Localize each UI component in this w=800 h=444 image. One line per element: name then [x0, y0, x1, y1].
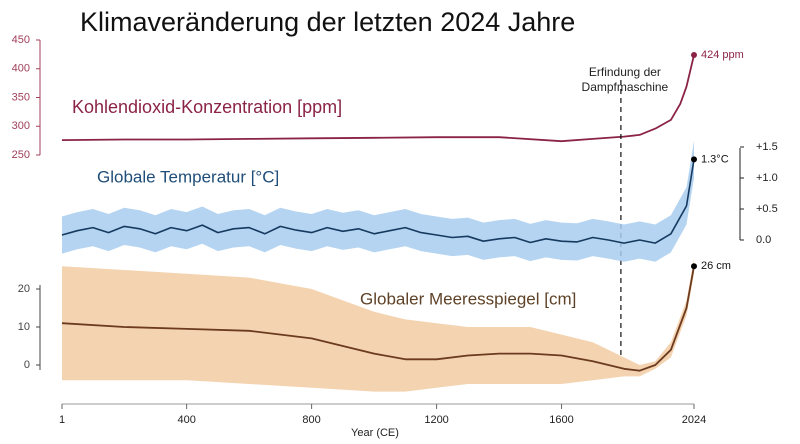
y-tick-label: 20 — [18, 283, 30, 295]
end-point — [691, 156, 697, 163]
end-point — [691, 263, 697, 270]
y-tick-label: 250 — [12, 149, 30, 161]
y-tick-label: 0.0 — [756, 234, 771, 246]
series-label: Globale Temperatur [°C] — [97, 167, 279, 186]
x-tick-label: 800 — [302, 414, 320, 426]
end-point — [691, 51, 697, 58]
x-tick-label: 2024 — [682, 414, 706, 426]
chart-title: Klimaveränderung der letzten 2024 Jahre — [80, 7, 575, 37]
y-tick-label: +0.5 — [756, 203, 778, 215]
data-line — [61, 54, 695, 143]
y-tick-label: +1.5 — [756, 141, 778, 153]
x-tick-label: 1200 — [424, 414, 448, 426]
series-label: Kohlendioxid-Konzentration [ppm] — [72, 97, 342, 117]
y-tick-label: 450 — [12, 34, 30, 46]
y-tick-label: 0 — [24, 359, 30, 371]
annotation-text: Dampfmaschine — [582, 80, 669, 94]
end-label: 1.3°C — [701, 153, 729, 165]
y-tick-label: 10 — [18, 321, 30, 333]
data-line — [61, 159, 695, 244]
x-tick-label: 1600 — [549, 414, 573, 426]
uncertainty-band — [62, 140, 694, 262]
y-tick-label: +1.0 — [756, 172, 778, 184]
data-line — [61, 266, 695, 372]
y-tick-label: 400 — [12, 63, 30, 75]
x-axis-label: Year (CE) — [351, 427, 399, 439]
end-label: 26 cm — [701, 260, 731, 272]
series-label: Globaler Meeresspiegel [cm] — [360, 289, 576, 308]
end-label: 424 ppm — [701, 49, 744, 61]
y-tick-label: 300 — [12, 120, 30, 132]
x-tick-label: 400 — [177, 414, 195, 426]
x-tick-label: 1 — [59, 414, 65, 426]
uncertainty-band — [62, 258, 694, 392]
annotation-text: Erfindung der — [589, 65, 661, 79]
y-tick-label: 350 — [12, 91, 30, 103]
